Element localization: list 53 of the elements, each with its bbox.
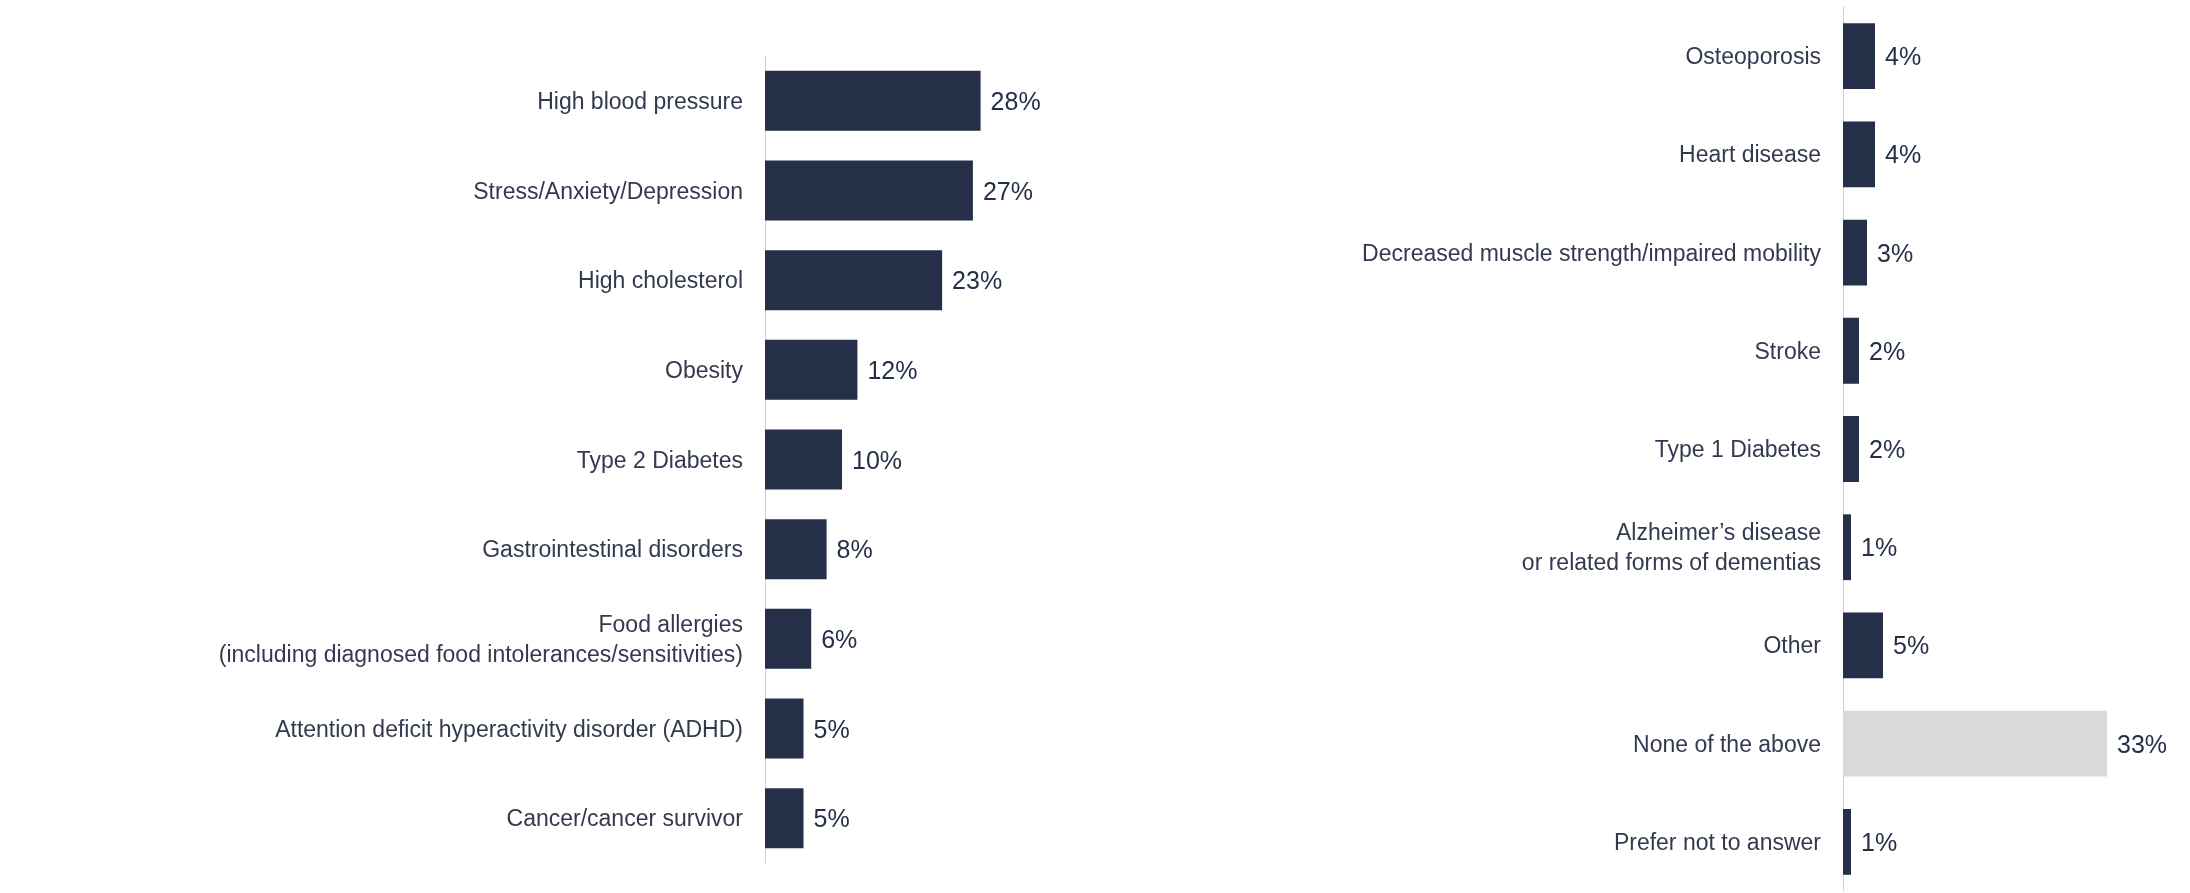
bar [1843, 219, 1867, 286]
y-tick-label: Cancer/cancer survivor [506, 805, 744, 832]
y-tick-label: Decreased muscle strength/impaired mobility [1362, 239, 1822, 266]
y-tick-label: Heart disease [1679, 141, 1821, 168]
y-tick-label: Food allergies (including diagnosed food intolerances/sensitivities) [218, 610, 743, 667]
y-tick-label: Stroke [1754, 337, 1821, 364]
bar [765, 160, 973, 221]
bar [765, 698, 804, 759]
data-label: 1% [1861, 827, 1898, 856]
y-tick-label: Gastrointestinal disorders [482, 536, 743, 563]
data-label: 4% [1885, 140, 1922, 169]
bar [765, 250, 943, 311]
data-label: 23% [952, 266, 1003, 295]
data-label: 5% [1893, 631, 1930, 660]
y-tick-label: Obesity [665, 356, 744, 383]
bar [765, 429, 842, 490]
y-tick-label: Other [1763, 632, 1822, 659]
y-tick-label: Type 2 Diabetes [576, 446, 743, 473]
bar [1843, 121, 1875, 188]
data-label: 8% [836, 535, 873, 564]
data-label: 27% [982, 176, 1033, 205]
y-tick-label: Attention deficit hyperactivity disorder (ADHD) [275, 715, 743, 742]
data-label: 33% [2117, 729, 2168, 758]
y-tick-label: Prefer not to answer [1613, 828, 1822, 855]
data-label: 10% [852, 445, 903, 474]
bar [1843, 612, 1883, 679]
data-label: 5% [813, 714, 850, 743]
y-tick-label: Stress/Anxiety/Depression [473, 177, 743, 204]
y-tick-label: High blood pressure [537, 87, 743, 114]
data-label: 4% [1885, 42, 1922, 71]
bar [765, 519, 827, 580]
data-label: 2% [1869, 336, 1906, 365]
bar [1843, 416, 1859, 482]
data-label: 6% [821, 624, 858, 653]
data-label: 28% [990, 86, 1041, 115]
data-label: 2% [1869, 435, 1906, 463]
y-tick-label: Alzheimer’s disease or related forms of dementias [1521, 519, 1821, 576]
bar [765, 608, 812, 669]
bar [1843, 514, 1851, 581]
data-label: 5% [813, 804, 850, 833]
y-tick-label: None of the above [1633, 730, 1821, 757]
y-tick-label: Osteoporosis [1685, 43, 1821, 70]
bar [765, 70, 981, 131]
data-label: 1% [1861, 533, 1898, 562]
bar [765, 339, 858, 400]
y-tick-label: High cholesterol [578, 267, 743, 294]
bar [1843, 317, 1859, 384]
bar [1843, 808, 1851, 875]
bar [1843, 23, 1875, 90]
y-tick-label: Type 1 Diabetes [1654, 436, 1821, 462]
data-label: 3% [1877, 238, 1914, 267]
bar [765, 788, 804, 849]
data-label: 12% [867, 355, 918, 384]
